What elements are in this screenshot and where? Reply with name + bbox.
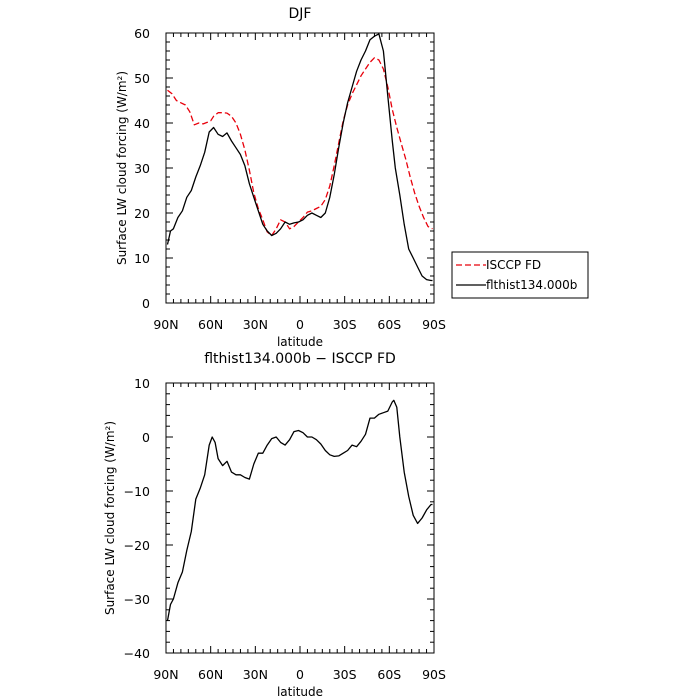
panel1-x-tick-label: 30N bbox=[243, 317, 268, 332]
panel1-x-tick-label: 90S bbox=[422, 317, 446, 332]
panel1-x-tick-label: 60S bbox=[377, 317, 401, 332]
panel1-x-tick-label: 90N bbox=[153, 317, 178, 332]
panel2-x-tick-label: 90S bbox=[422, 667, 446, 682]
panel1-series-isccp-fd-line bbox=[167, 57, 433, 237]
panel1-x-tick-label: 30S bbox=[333, 317, 357, 332]
panel1-plot-frame bbox=[165, 32, 435, 304]
legend-label-2: flthist134.000b bbox=[486, 278, 577, 292]
panel2-title: flthist134.000b − ISCCP FD bbox=[204, 351, 396, 367]
panel1-y-tick-label: 10 bbox=[134, 251, 150, 266]
panel1-x-tick-label: 0 bbox=[296, 317, 304, 332]
panel2-y-tick-label: −40 bbox=[124, 646, 150, 661]
panel1-y-tick-label: 40 bbox=[134, 116, 150, 131]
panel2-x-axis-label: latitude bbox=[277, 685, 323, 699]
panel1-y-tick-label: 20 bbox=[134, 206, 150, 221]
panel1-y-axis-label: Surface LW cloud forcing (W/m²) bbox=[115, 71, 129, 265]
panel2-x-tick-label: 60N bbox=[198, 667, 223, 682]
panel2-y-axis-label: Surface LW cloud forcing (W/m²) bbox=[103, 421, 117, 615]
panel1-title: DJF bbox=[289, 6, 312, 22]
panel2-x-tick-label: 60S bbox=[377, 667, 401, 682]
panel1-series-flthist134-000b-line bbox=[166, 33, 433, 282]
legend-box bbox=[451, 251, 589, 299]
panel1-y-tick-label: 0 bbox=[142, 296, 150, 311]
panel2-y-tick-label: −20 bbox=[124, 538, 150, 553]
panel1-y-tick-label: 30 bbox=[134, 161, 150, 176]
panel2-x-tick-label: 0 bbox=[296, 667, 304, 682]
panel1-y-tick-label: 60 bbox=[134, 26, 150, 41]
panel1-y-tick-label: 50 bbox=[134, 71, 150, 86]
panel2-x-tick-label: 90N bbox=[153, 667, 178, 682]
panel2-x-tick-label: 30S bbox=[333, 667, 357, 682]
panel2-y-tick-label: 10 bbox=[134, 376, 150, 391]
panel2-x-tick-label: 30N bbox=[243, 667, 268, 682]
panel2-y-tick-label: −30 bbox=[124, 592, 150, 607]
legend-label-1: ISCCP FD bbox=[486, 258, 541, 272]
panel2-plot-frame bbox=[165, 382, 435, 654]
panel1-x-axis-label: latitude bbox=[277, 335, 323, 349]
panel1-x-tick-label: 60N bbox=[198, 317, 223, 332]
panel2-y-tick-label: 0 bbox=[142, 430, 150, 445]
panel2-series-series-1-line bbox=[166, 399, 433, 621]
panel2-y-tick-label: −10 bbox=[124, 484, 150, 499]
